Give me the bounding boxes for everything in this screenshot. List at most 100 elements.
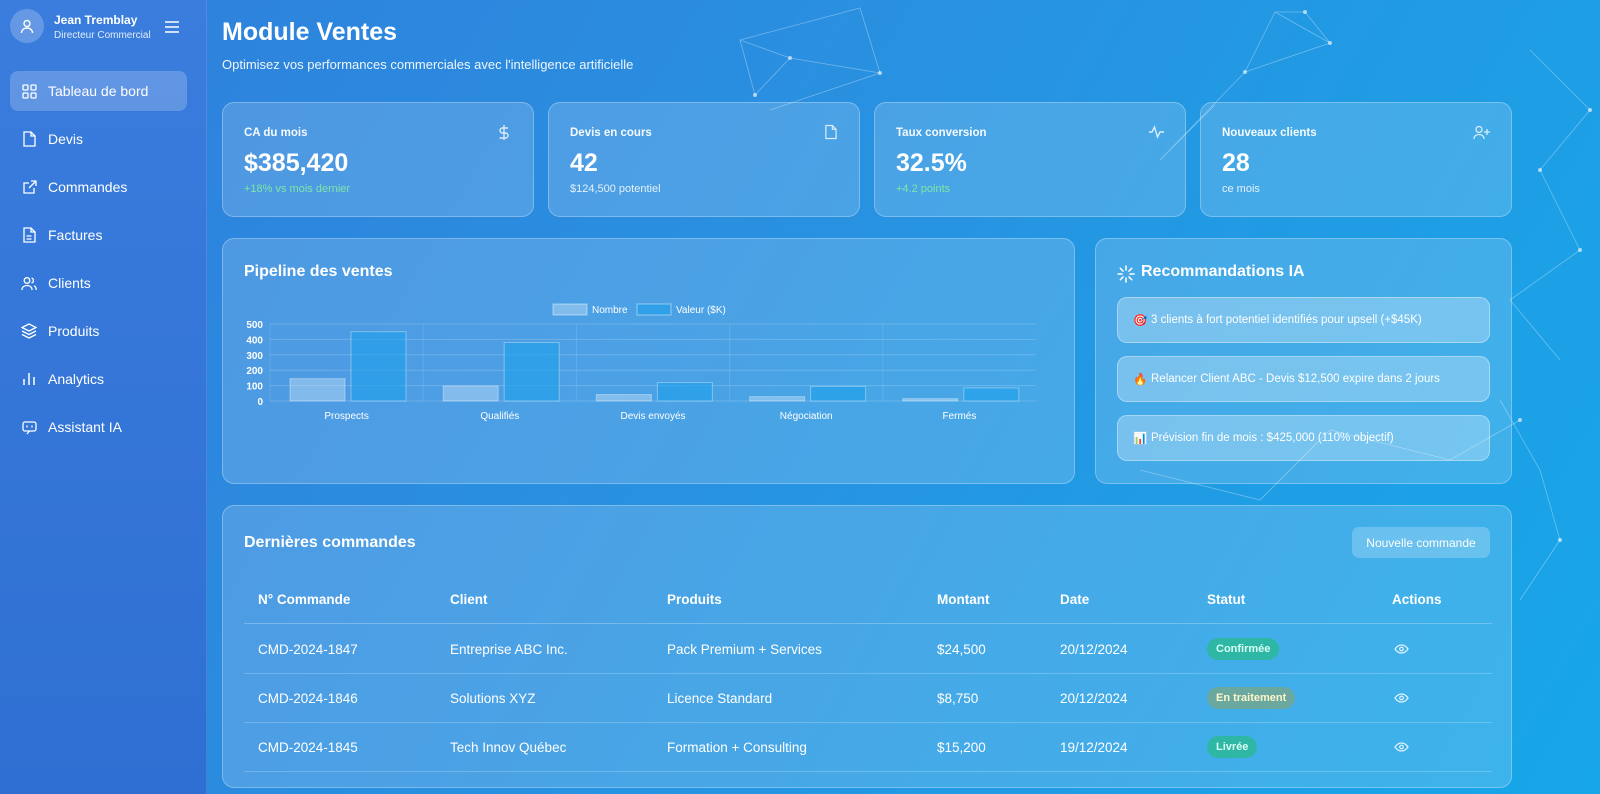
legend-label: Nombre [592,305,628,316]
sidebar-item-assistant-ia[interactable]: Assistant IA [10,407,187,447]
orders-title: Dernières commandes [244,534,416,551]
status-badge: Confirmée [1207,638,1280,660]
kpi-value: 42 [570,149,598,177]
file-icon [21,131,37,147]
ai-recommendations-card: Recommandations IA 🎯 3 clients à fort po… [1095,238,1512,484]
recommendation-item[interactable]: 🎯 3 clients à fort potentiel identifiés … [1117,297,1490,343]
user-icon [20,19,34,34]
recommendation-text: Prévision fin de mois : $425,000 (110% o… [1151,432,1394,444]
kpi-card-quotes: Devis en cours 42 $124,500 potentiel [548,102,860,217]
bar-nombre [289,378,346,402]
y-tick-label: 100 [246,382,263,393]
column-header[interactable]: Produits [667,592,722,607]
y-tick-label: 500 [246,320,263,331]
bar-valeur [656,382,713,402]
layers-icon [21,323,37,339]
users-icon [21,275,37,291]
column-header[interactable]: Client [450,592,488,607]
x-tick-label: Négociation [780,411,833,422]
kpi-label: CA du mois [244,127,308,139]
table-row[interactable]: CMD-2024-1846 Solutions XYZ Licence Standa… [244,674,1492,723]
page-subtitle: Optimisez vos performances commerciales … [222,57,634,72]
kpi-value: 32.5% [896,149,967,177]
products: Pack Premium + Services [667,641,822,657]
status-cell: Livrée [1207,723,1258,771]
kpi-card-new-clients: Nouveaux clients 28 ce mois [1200,102,1512,217]
eye-icon[interactable] [1393,739,1409,755]
status-badge: En traitement [1207,687,1296,709]
y-tick-label: 0 [257,397,263,408]
order-number: CMD-2024-1845 [258,739,358,755]
y-tick-label: 200 [246,366,263,377]
page-title: Module Ventes [222,18,398,46]
new-order-button[interactable]: Nouvelle commande [1352,527,1490,558]
column-header[interactable]: Montant [937,592,990,607]
recommendation-text: Relancer Client ABC - Devis $12,500 expi… [1151,373,1440,385]
bar-nombre [902,398,959,402]
amount: $24,500 [937,641,986,657]
target-icon: 🎯 [1133,315,1148,327]
recommendation-item[interactable]: 🔥 Relancer Client ABC - Devis $12,500 ex… [1117,356,1490,402]
bar-valeur [503,341,560,402]
bar-valeur [350,331,407,402]
status-cell: En traitement [1207,674,1296,722]
amount: $8,750 [937,690,979,706]
column-header[interactable]: Statut [1207,592,1246,607]
recommendations-title: Recommandations IA [1141,263,1305,280]
avatar [10,9,44,43]
bar-nombre [749,396,806,402]
sidebar-item-analytics[interactable]: Analytics [10,359,187,399]
kpi-label: Nouveaux clients [1222,127,1317,139]
kpi-value: 28 [1222,149,1250,177]
recommendation-item[interactable]: 📊 Prévision fin de mois : $425,000 (110%… [1117,415,1490,461]
legend-label: Valeur ($K) [676,305,726,316]
loader-icon [1117,265,1135,283]
user-plus-icon [1473,123,1491,141]
sidebar-item-factures[interactable]: Factures [10,215,187,255]
sidebar-nav: Tableau de bord Devis Commandes Factures… [10,71,187,455]
external-link-icon [21,179,37,195]
status-cell: Confirmée [1207,625,1280,673]
user-role: Directeur Commercial [54,30,151,41]
sidebar-item-produits[interactable]: Produits [10,311,187,351]
y-tick-label: 400 [246,335,263,346]
actions-cell [1392,674,1409,722]
kpi-label: Devis en cours [570,127,652,139]
eye-icon[interactable] [1393,690,1409,706]
sidebar-item-label: Analytics [48,371,105,387]
bar-nombre [595,394,652,402]
order-date: 20/12/2024 [1060,641,1128,657]
sidebar-item-label: Factures [48,227,103,243]
recommendation-text: 3 clients à fort potentiel identifiés po… [1151,314,1422,326]
client-name: Tech Innov Québec [450,739,567,755]
kpi-label: Taux conversion [896,127,987,139]
table-row[interactable]: CMD-2024-1847 Entreprise ABC Inc. Pack Pre… [244,625,1492,674]
column-header[interactable]: N° Commande [258,592,351,607]
table-header: N° Commande Client Produits Montant Date… [244,576,1492,624]
kpi-card-revenue: CA du mois $385,420 +18% vs mois dernier [222,102,534,217]
bot-icon [21,419,37,435]
x-tick-label: Devis envoyés [620,411,685,422]
actions-cell [1392,723,1409,771]
table-row[interactable]: CMD-2024-1845 Tech Innov Québec Formation … [244,723,1492,772]
bar-valeur [810,385,867,402]
fire-icon: 🔥 [1133,374,1148,386]
kpi-card-conversion: Taux conversion 32.5% +4.2 points [874,102,1186,217]
file-icon [821,123,839,141]
user-profile[interactable]: Jean Tremblay Directeur Commercial [10,9,197,45]
menu-icon[interactable] [161,16,183,38]
bar-chart-icon [21,371,37,387]
sidebar-item-tableau-de-bord[interactable]: Tableau de bord [10,71,187,111]
sidebar-item-devis[interactable]: Devis [10,119,187,159]
pipeline-chart: Nombre Valeur ($K) 0 100 200 300 400 500 Prospec… [246,303,1036,422]
client-name: Solutions XYZ [450,690,536,706]
sidebar-item-commandes[interactable]: Commandes [10,167,187,207]
sidebar-item-clients[interactable]: Clients [10,263,187,303]
eye-icon[interactable] [1393,641,1409,657]
products: Formation + Consulting [667,739,807,755]
sidebar-item-label: Produits [48,323,100,339]
sidebar-item-label: Clients [48,275,91,291]
column-header[interactable]: Date [1060,592,1090,607]
column-header[interactable]: Actions [1392,592,1442,607]
user-name: Jean Tremblay [54,13,138,27]
